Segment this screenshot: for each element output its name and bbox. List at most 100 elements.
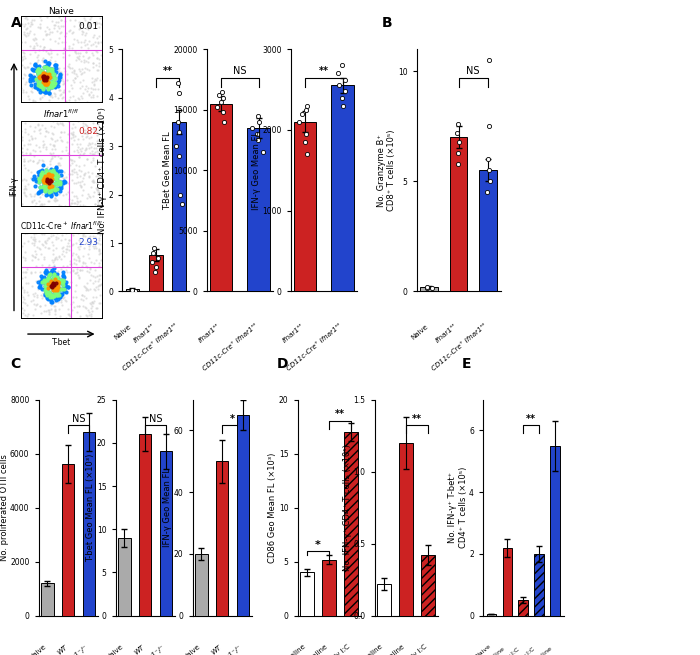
Point xyxy=(76,176,88,186)
Point xyxy=(88,79,99,89)
Point xyxy=(48,184,60,195)
Point xyxy=(57,271,69,281)
Text: PbA + poly I:C: PbA + poly I:C xyxy=(309,644,351,655)
Point xyxy=(24,147,35,158)
Point xyxy=(47,299,58,309)
Point xyxy=(484,121,495,132)
Point xyxy=(46,92,57,102)
Point xyxy=(77,185,88,196)
Point xyxy=(52,285,63,295)
Point xyxy=(71,144,83,155)
Point xyxy=(38,176,50,187)
Point xyxy=(20,278,32,289)
Point xyxy=(17,252,28,262)
Point xyxy=(55,284,66,295)
Point xyxy=(43,288,55,299)
Point xyxy=(82,233,93,244)
Point xyxy=(29,96,40,106)
Point xyxy=(19,26,30,37)
Point xyxy=(47,269,58,279)
Point xyxy=(31,174,42,184)
Point xyxy=(18,84,29,95)
Point xyxy=(88,243,99,253)
Point xyxy=(85,40,97,50)
Point xyxy=(57,75,69,86)
Point xyxy=(40,267,51,277)
Point xyxy=(81,121,92,132)
Point xyxy=(46,89,57,100)
Point xyxy=(40,165,51,176)
Point xyxy=(29,70,40,81)
Point xyxy=(29,239,40,250)
Point xyxy=(42,168,53,178)
Bar xyxy=(149,255,162,291)
Point xyxy=(37,276,48,287)
Point xyxy=(50,163,62,174)
Point xyxy=(36,248,47,259)
Point xyxy=(48,240,59,250)
Point xyxy=(62,187,74,197)
Point xyxy=(55,284,66,295)
Point xyxy=(41,174,52,185)
Point xyxy=(40,186,51,196)
Point xyxy=(45,181,56,191)
Point xyxy=(52,284,63,294)
Point xyxy=(50,169,62,179)
Point xyxy=(41,280,52,291)
Point xyxy=(46,265,57,275)
Point xyxy=(36,81,47,91)
Point xyxy=(84,239,95,250)
Point xyxy=(38,74,50,84)
Point xyxy=(49,285,60,295)
Point xyxy=(484,176,496,187)
Point xyxy=(18,174,29,184)
Title: CD11c-Cre$^+$ $\it{Ifnar1}$$^{fl/fl}$: CD11c-Cre$^+$ $\it{Ifnar1}$$^{fl/fl}$ xyxy=(20,219,103,232)
Point xyxy=(71,199,83,210)
Point xyxy=(18,54,29,64)
Point xyxy=(43,63,54,73)
Point xyxy=(27,295,38,305)
Point xyxy=(48,285,59,295)
Point xyxy=(46,296,57,307)
Point xyxy=(20,253,31,263)
Point xyxy=(36,82,48,92)
Point xyxy=(36,92,48,102)
Point xyxy=(83,133,94,143)
Point xyxy=(54,292,65,303)
Point xyxy=(52,69,63,80)
Point xyxy=(59,85,70,96)
Point xyxy=(38,174,49,185)
Point xyxy=(170,141,181,151)
Point xyxy=(50,136,61,147)
Point xyxy=(41,86,52,97)
Point xyxy=(53,158,64,168)
Point xyxy=(36,66,48,77)
Point xyxy=(64,41,75,52)
Point xyxy=(48,189,59,200)
Point xyxy=(24,48,35,59)
Point xyxy=(43,178,55,188)
Point xyxy=(38,198,50,209)
Point xyxy=(22,139,34,149)
Point xyxy=(46,169,57,179)
Point xyxy=(57,48,69,58)
Point xyxy=(36,198,47,209)
Point xyxy=(85,257,97,267)
Point xyxy=(45,180,56,191)
Point xyxy=(50,272,62,282)
Point xyxy=(80,143,92,154)
Point xyxy=(61,228,72,238)
Point xyxy=(46,280,57,291)
Point xyxy=(25,18,36,29)
Point xyxy=(55,166,66,177)
Point xyxy=(92,65,103,75)
Point xyxy=(88,284,99,294)
Point xyxy=(20,255,31,265)
Point xyxy=(32,67,43,77)
Point xyxy=(56,170,67,181)
Point xyxy=(76,189,88,200)
Point xyxy=(421,283,432,293)
Point xyxy=(89,74,100,84)
Point xyxy=(36,198,47,209)
Point xyxy=(83,52,94,62)
